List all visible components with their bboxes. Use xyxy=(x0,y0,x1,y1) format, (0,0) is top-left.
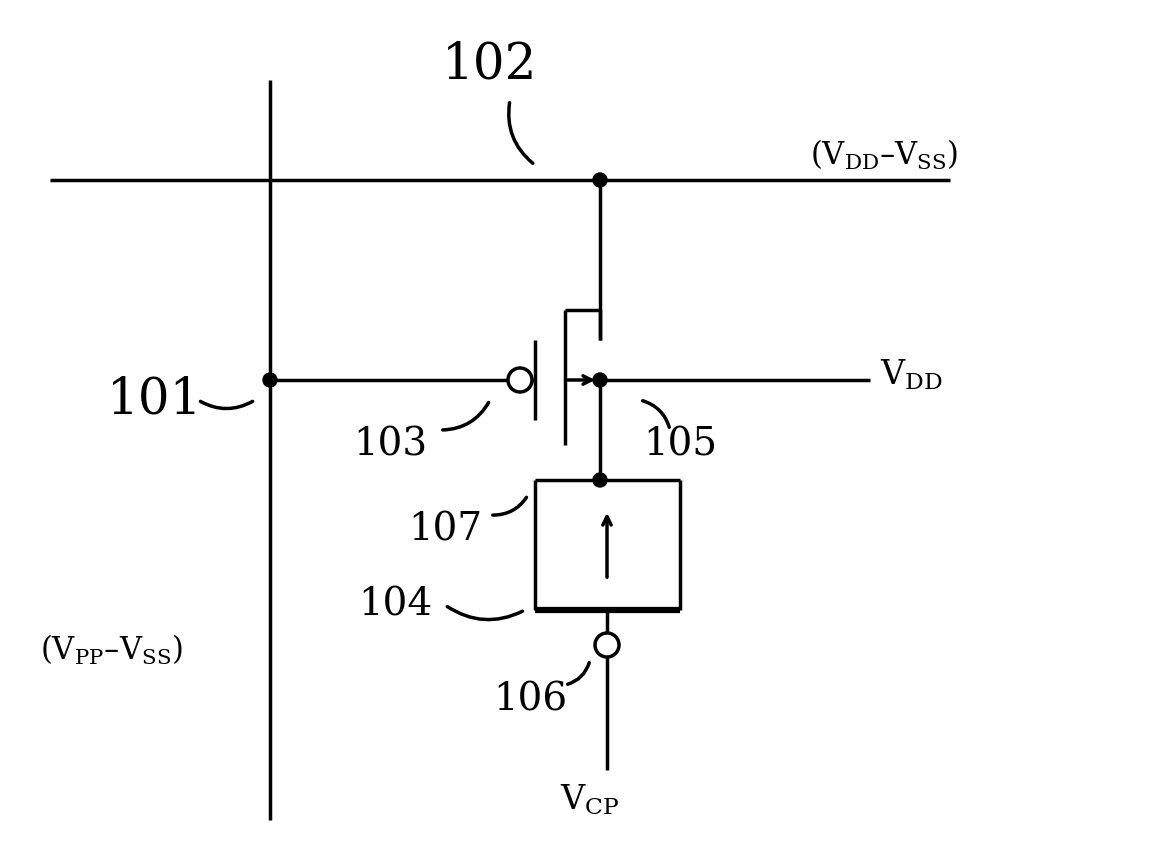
Circle shape xyxy=(593,173,607,187)
Circle shape xyxy=(593,473,607,487)
Text: 102: 102 xyxy=(443,40,538,90)
Text: V$_{\mathregular{CP}}$: V$_{\mathregular{CP}}$ xyxy=(560,782,620,818)
Text: (V$_{\mathregular{DD}}$–V$_{\mathregular{SS}}$): (V$_{\mathregular{DD}}$–V$_{\mathregular… xyxy=(810,138,958,172)
FancyArrowPatch shape xyxy=(443,403,489,430)
FancyArrowPatch shape xyxy=(643,401,669,428)
Circle shape xyxy=(595,633,618,657)
Text: 101: 101 xyxy=(108,375,202,425)
Circle shape xyxy=(264,373,277,387)
Text: (V$_{\mathregular{PP}}$–V$_{\mathregular{SS}}$): (V$_{\mathregular{PP}}$–V$_{\mathregular… xyxy=(40,633,183,667)
Text: 103: 103 xyxy=(353,427,427,464)
Circle shape xyxy=(507,368,532,392)
FancyArrowPatch shape xyxy=(200,401,253,409)
Text: 105: 105 xyxy=(643,427,717,464)
FancyArrowPatch shape xyxy=(509,103,533,163)
Text: V$_{\mathregular{DD}}$: V$_{\mathregular{DD}}$ xyxy=(880,357,943,393)
Circle shape xyxy=(593,373,607,387)
FancyArrowPatch shape xyxy=(568,662,590,684)
Text: 107: 107 xyxy=(408,512,482,548)
FancyArrowPatch shape xyxy=(492,497,526,515)
Text: 106: 106 xyxy=(492,681,568,718)
FancyArrowPatch shape xyxy=(447,607,523,620)
Text: 104: 104 xyxy=(358,586,432,624)
